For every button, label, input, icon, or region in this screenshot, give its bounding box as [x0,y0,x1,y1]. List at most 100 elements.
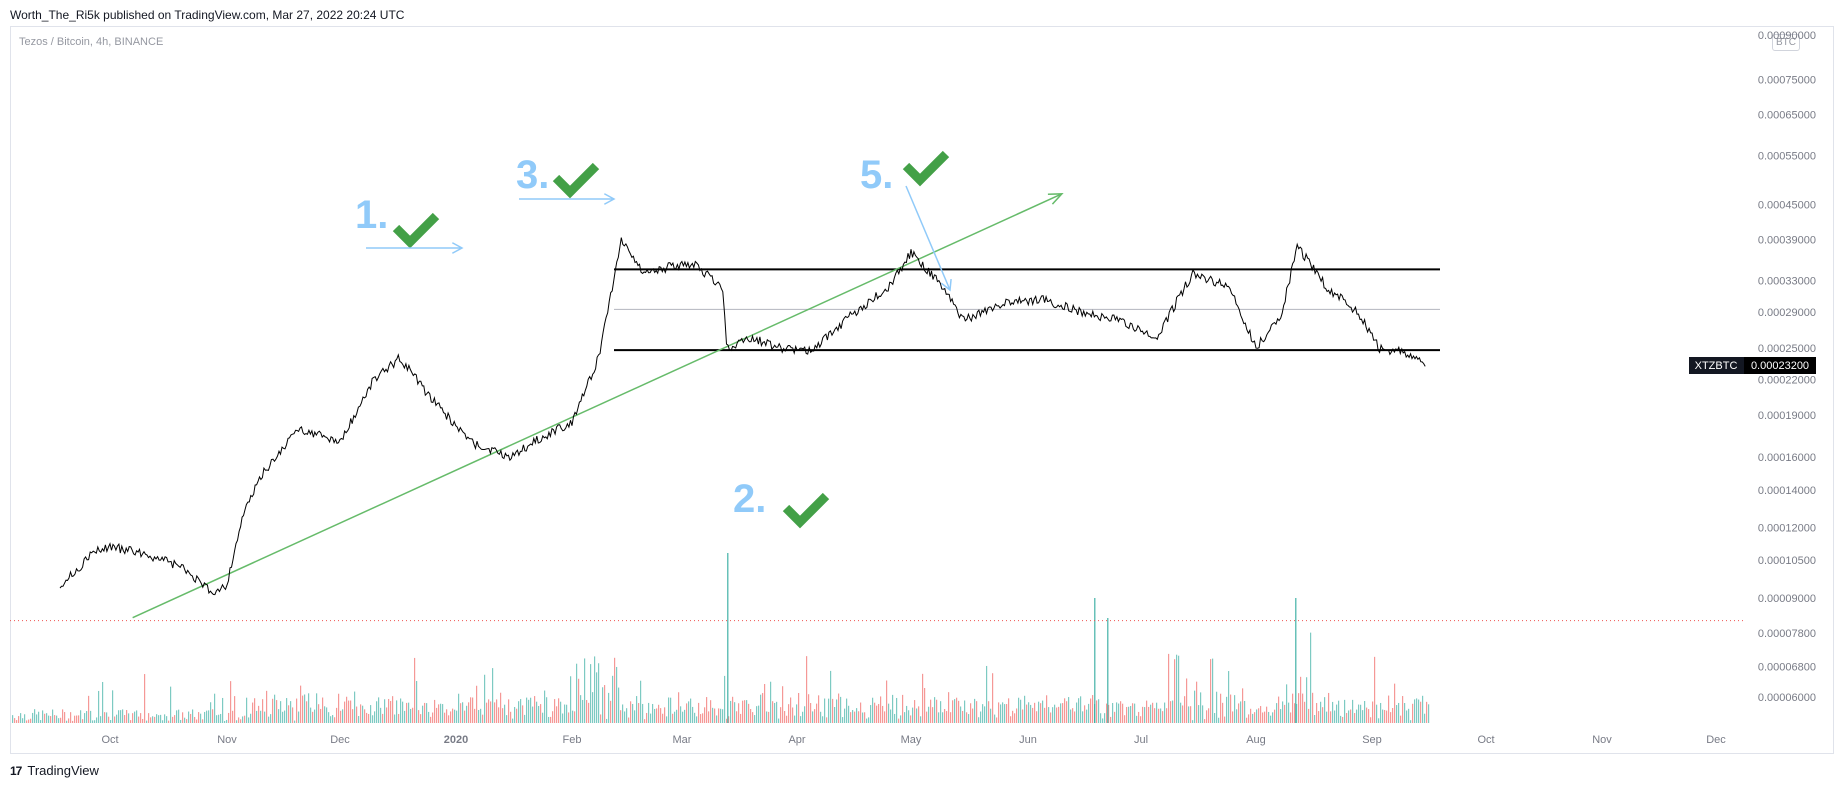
volume-bar [236,720,238,723]
volume-bar [662,713,664,723]
volume-bar [730,700,732,723]
volume-bar [118,710,120,723]
volume-bar [1064,698,1066,723]
x-tick-label: Nov [217,734,237,746]
volume-bar [738,703,740,723]
x-tick-label: Jul [1134,734,1148,746]
volume-bar [828,698,830,723]
volume-bar [398,713,400,723]
volume-bar [54,715,56,723]
volume-bar [158,715,160,723]
volume-bar [638,703,640,723]
volume-bar [1108,704,1110,723]
price-chart[interactable]: 1.3. 5.2. 0.000900000.000750000.000650000… [0,0,1834,760]
volume-bar [1144,707,1146,723]
volume-bar [318,704,320,723]
volume-bar [1392,707,1394,723]
volume-bar [966,712,968,723]
volume-bar [586,700,588,723]
x-axis[interactable]: Oct Nov Dec 2020 Feb Mar Apr May Jun Jul Aug Sep Oct… [101,734,1726,746]
volume-bar [72,720,74,723]
volume-bar [114,716,116,723]
volume-bar [470,697,472,723]
volume-bar [166,716,168,723]
volume-bar [728,716,730,723]
volume-bar [514,706,516,723]
volume-bar [1384,709,1386,723]
volume-bar [1110,716,1112,723]
volume-bar [648,702,650,723]
y-tick-label: 0.00007800 [1758,628,1816,640]
volume-bar [836,699,838,723]
volume-bar [1422,695,1424,723]
volume-bar [602,687,604,723]
volume-bar [934,697,936,723]
volume-bar [954,699,956,723]
y-axis[interactable]: 0.00090000 0.00075000 0.00065000 0.00055000… [1758,30,1816,704]
volume-bar [628,717,630,723]
volume-bar [844,708,846,723]
y-tick-label: 0.00033000 [1758,275,1816,287]
volume-bar [762,693,764,723]
volume-bar [560,701,562,723]
volume-bar [80,710,82,723]
volume-bar [1186,678,1188,723]
volume-bar [140,713,142,723]
volume-bar [1298,693,1300,723]
volume-bar [838,693,840,723]
annotation-arrow-1-head [451,242,464,254]
volume-bar [924,688,926,723]
volume-bar [1210,659,1212,723]
volume-bar [168,720,170,723]
volume-bar [290,701,292,723]
footer-logo[interactable]: 17 TradingView [10,763,99,778]
volume-bar [852,710,854,723]
volume-bar [494,702,496,723]
volume-bar [1218,717,1220,723]
volume-bar [942,712,944,723]
volume-bar [834,707,836,723]
volume-bar [48,715,50,723]
volume-bar [1014,713,1016,723]
volume-bar [1062,703,1064,723]
volume-bar [596,672,598,723]
volume-bar [1326,711,1328,723]
volume-bar [1370,717,1372,723]
volume-bar [466,705,468,723]
volume-bar [304,694,306,723]
currency-badge[interactable]: BTC [1772,34,1800,51]
volume-bar [960,706,962,723]
volume-bar [988,701,990,723]
x-tick-label: Nov [1592,734,1612,746]
volume-bar [634,710,636,723]
volume-bar [1295,598,1297,723]
volume-bar [880,696,882,723]
volume-bar [764,684,766,723]
y-tick-label: 0.00006800 [1758,661,1816,673]
volume-bar [370,705,372,723]
volume-bar [554,699,556,723]
volume-bar [1022,709,1024,723]
volume-bar [108,716,110,723]
volume-bar [726,718,728,723]
volume-bar [82,719,84,723]
volume-bar [350,700,352,723]
volume-bar [274,694,276,723]
volume-bar [1076,702,1078,723]
volume-bar [948,692,950,723]
volume-bar [478,709,480,723]
volume-bar [1380,702,1382,723]
volume-bar [568,712,570,723]
volume-bar [1008,698,1010,723]
volume-bar [770,681,772,723]
volume-bar [640,680,642,723]
volume-bar [1036,711,1038,723]
volume-bar [422,705,424,723]
volume-bar [788,704,790,723]
volume-bar [468,702,470,723]
volume-bar [362,705,364,723]
volume-bar [1112,703,1114,723]
volume-bar [440,703,442,723]
volume-bar [1136,715,1138,723]
y-tick-label: 0.00014000 [1758,485,1816,497]
